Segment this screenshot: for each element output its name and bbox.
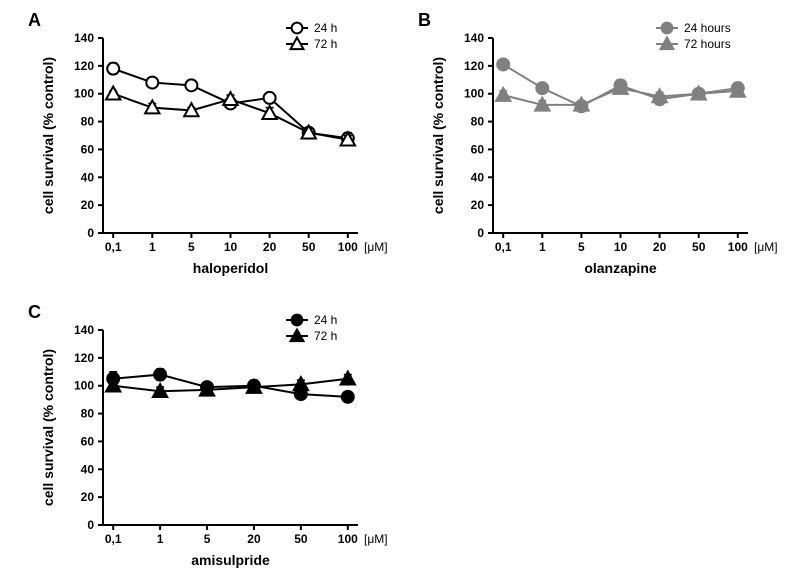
legend-label: 24 hours — [684, 21, 731, 35]
y-tick-label: 60 — [81, 434, 95, 448]
y-tick-label: 0 — [87, 518, 94, 532]
y-tick-label: 40 — [81, 462, 95, 476]
y-axis-label: cell survival (% control) — [40, 349, 56, 506]
x-tick-label: 100 — [728, 240, 748, 254]
x-tick-label: 0,1 — [105, 532, 122, 546]
y-tick-label: 40 — [471, 170, 485, 184]
x-tick-label: 50 — [692, 240, 706, 254]
y-tick-label: 80 — [81, 407, 95, 421]
y-tick-label: 20 — [81, 198, 95, 212]
x-unit-label: [μM] — [364, 532, 388, 546]
x-tick-label: 20 — [653, 240, 667, 254]
x-tick-label: 5 — [578, 240, 585, 254]
x-axis-label: haloperidol — [193, 260, 268, 276]
x-tick-label: 1 — [157, 532, 164, 546]
legend-label: 72 hours — [684, 37, 731, 51]
series-line — [113, 375, 348, 397]
legend-label: 24 h — [314, 313, 337, 327]
y-axis-label: cell survival (% control) — [40, 57, 56, 214]
y-tick-label: 20 — [471, 198, 485, 212]
x-tick-label: 20 — [247, 532, 261, 546]
x-tick-label: 0,1 — [105, 240, 122, 254]
y-tick-label: 140 — [74, 31, 94, 45]
figure-root: A0204060801001201400,115102050100[μM]hal… — [0, 0, 798, 584]
y-tick-label: 100 — [74, 87, 94, 101]
series-line — [113, 379, 348, 392]
x-tick-label: 5 — [188, 240, 195, 254]
y-tick-label: 20 — [81, 490, 95, 504]
x-tick-label: 10 — [614, 240, 628, 254]
legend-label: 72 h — [314, 329, 337, 343]
y-tick-label: 100 — [464, 87, 484, 101]
y-tick-label: 0 — [87, 226, 94, 240]
y-axis-label: cell survival (% control) — [430, 57, 446, 214]
x-tick-label: 1 — [149, 240, 156, 254]
panel-letter: B — [418, 10, 431, 30]
y-tick-label: 60 — [471, 142, 485, 156]
y-tick-label: 140 — [464, 31, 484, 45]
y-tick-label: 120 — [74, 351, 94, 365]
y-tick-label: 80 — [471, 115, 485, 129]
x-tick-label: 20 — [263, 240, 277, 254]
x-tick-label: 10 — [224, 240, 238, 254]
x-axis-label: olanzapine — [584, 260, 657, 276]
y-tick-label: 100 — [74, 379, 94, 393]
x-unit-label: [μM] — [364, 240, 388, 254]
y-tick-label: 0 — [477, 226, 484, 240]
x-axis-label: amisulpride — [191, 552, 270, 568]
y-tick-label: 40 — [81, 170, 95, 184]
legend-label: 72 h — [314, 37, 337, 51]
legend-label: 24 h — [314, 21, 337, 35]
y-tick-label: 120 — [74, 59, 94, 73]
x-tick-label: 0,1 — [495, 240, 512, 254]
x-unit-label: [μM] — [754, 240, 778, 254]
x-tick-label: 50 — [294, 532, 308, 546]
panel-c: C 0 20 40 60 80 100 120 140 0,1 1 5 20 50 100 [μM] amisu… — [18, 300, 398, 580]
y-tick-label: 120 — [464, 59, 484, 73]
y-tick-label: 140 — [74, 323, 94, 337]
panel-letter: A — [28, 10, 41, 30]
x-tick-label: 5 — [204, 532, 211, 546]
x-tick-label: 50 — [302, 240, 316, 254]
x-tick-label: 100 — [338, 240, 358, 254]
panel-b: B 0 20 40 60 80 100 120 140 0,1 1 5 10 20 50 100 [μM] ola… — [408, 8, 788, 288]
panel-letter: C — [28, 302, 41, 322]
panel-a: A 0 20 40 60 80 100 120 140 0,1 1 5 10 20 50 100 [μM] hal… — [18, 8, 398, 288]
y-tick-label: 80 — [81, 115, 95, 129]
x-tick-label: 1 — [539, 240, 546, 254]
x-tick-label: 100 — [338, 532, 358, 546]
y-tick-label: 60 — [81, 142, 95, 156]
